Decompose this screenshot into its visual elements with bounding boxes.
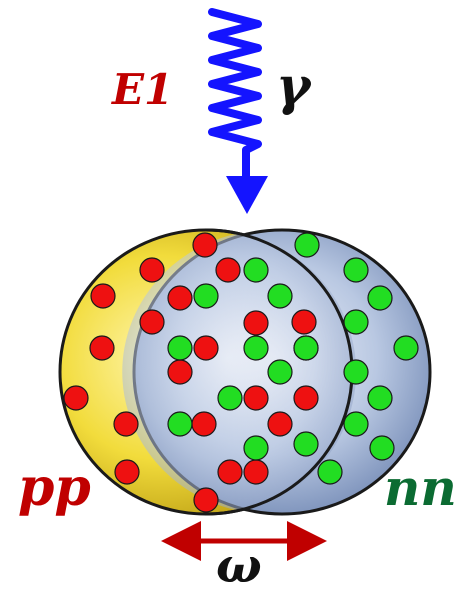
proton-dot (139, 309, 165, 335)
neutron-dot (343, 309, 369, 335)
proton-dot (192, 232, 218, 258)
proton-dot (114, 459, 140, 485)
neutron-dot (243, 435, 269, 461)
neutron-dot (343, 257, 369, 283)
proton-dot (293, 385, 319, 411)
proton-dot (193, 487, 219, 513)
neutron-dot (217, 385, 243, 411)
photon-wave (208, 8, 268, 214)
proton-dot (291, 309, 317, 335)
neutron-dot (343, 411, 369, 437)
proton-dot (217, 459, 243, 485)
proton-dot (243, 459, 269, 485)
proton-dot (243, 310, 269, 336)
neutron-dot (293, 431, 319, 457)
proton-dot (167, 359, 193, 385)
neutron-dot (167, 411, 193, 437)
neutron-dot (243, 257, 269, 283)
gamma-label: γ (276, 56, 313, 117)
neutron-dot (167, 335, 193, 361)
neutron-dot (267, 359, 293, 385)
nn-label: nn (384, 458, 457, 517)
proton-dot (167, 285, 193, 311)
proton-dot (113, 411, 139, 437)
particles (63, 232, 419, 513)
omega-label: ω (216, 538, 262, 590)
neutron-dot (369, 435, 395, 461)
neutron-dot (267, 283, 293, 309)
neutron-dot (393, 335, 419, 361)
e1-label: E1 (111, 65, 173, 114)
neutron-dot (193, 283, 219, 309)
proton-dot (139, 257, 165, 283)
proton-dot (90, 283, 116, 309)
pp-label: pp (18, 457, 91, 518)
proton-dot (243, 385, 269, 411)
neutron-dot (293, 335, 319, 361)
proton-dot (89, 335, 115, 361)
proton-dot (63, 385, 89, 411)
proton-dot (267, 411, 293, 437)
proton-dot (193, 335, 219, 361)
proton-dot (191, 411, 217, 437)
photon-arrowhead (226, 176, 268, 214)
neutron-dot (294, 232, 320, 258)
neutron-dot (343, 359, 369, 385)
neutron-dot (317, 459, 343, 485)
neutron-dot (367, 285, 393, 311)
neutron-dot (243, 335, 269, 361)
neutron-dot (367, 385, 393, 411)
proton-dot (215, 257, 241, 283)
